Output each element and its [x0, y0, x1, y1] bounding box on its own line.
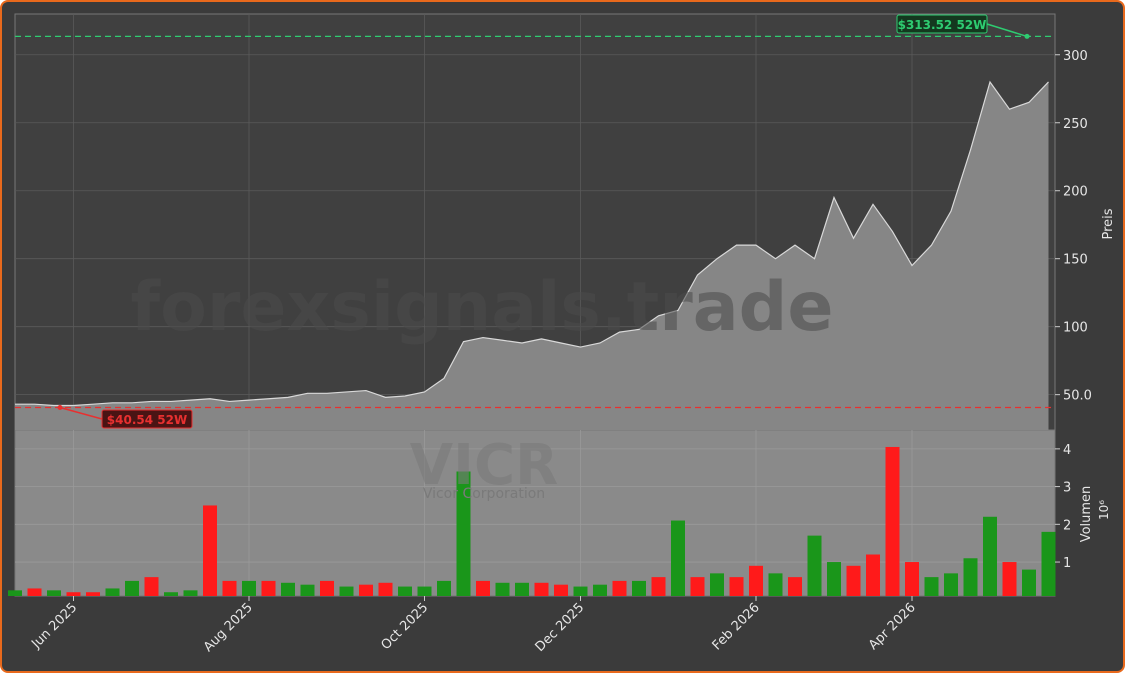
low-arrow-head	[57, 405, 63, 411]
volume-bar	[47, 590, 61, 596]
volume-bar	[1041, 531, 1056, 596]
volume-panel	[14, 429, 1056, 597]
plot: $313.52 52W $40.54 52W	[8, 14, 1056, 596]
volume-bar	[398, 586, 412, 596]
price-line	[15, 80, 1049, 407]
y-tick-label: 150	[1063, 253, 1088, 268]
volume-bar	[963, 558, 978, 596]
volume-bar	[320, 580, 334, 596]
volume-bar	[905, 562, 919, 596]
volume-bar	[554, 584, 568, 596]
price-area	[15, 81, 1049, 431]
volume-bar	[846, 565, 861, 596]
company-watermark: Vicor Corporation	[423, 486, 545, 502]
volume-bar	[924, 577, 939, 596]
volume-bar	[125, 580, 139, 596]
volume-bar	[612, 580, 627, 596]
volume-bar	[261, 580, 276, 596]
volume-bar	[1002, 562, 1017, 596]
volume-bar	[573, 586, 588, 596]
high-arrow-head	[1024, 33, 1030, 39]
volume-bar	[690, 577, 705, 596]
y-tick-label: 250	[1063, 117, 1088, 132]
volume-bar	[183, 590, 198, 596]
volume-bar	[593, 584, 607, 596]
volume-bar	[729, 577, 744, 596]
x-tick-label: Dec 2025	[533, 600, 588, 655]
volume-bar	[339, 586, 354, 596]
volume-bar	[417, 586, 432, 596]
volume-bar	[144, 577, 159, 596]
x-tick-label: Oct 2025	[379, 600, 432, 653]
volume-bar	[66, 592, 81, 596]
ticker-watermark: VICR	[410, 433, 558, 498]
watermark: forexsignals.trade	[131, 268, 834, 347]
volume-bar	[768, 573, 783, 596]
volume-bar	[651, 577, 666, 596]
volume-bar	[515, 582, 529, 596]
volume-bar	[281, 582, 295, 596]
volume-bar	[86, 592, 100, 596]
y-tick-label: 200	[1063, 185, 1088, 200]
y-tick-label: 300	[1063, 49, 1088, 64]
volume-bar	[632, 580, 646, 596]
x-tick-label: Jun 2025	[28, 600, 80, 652]
volume-bar	[788, 577, 802, 596]
x-tick-label: Apr 2026	[866, 600, 919, 653]
y-axis-label: Preis	[1101, 208, 1116, 239]
volume-offset: 10⁶	[1097, 500, 1111, 520]
volume-bar	[8, 590, 22, 596]
volume-bar	[242, 580, 256, 596]
volume-bar	[885, 446, 900, 596]
volume-bar	[164, 592, 178, 596]
volume-axis-label: Volumen	[1079, 486, 1094, 543]
volume-bar	[456, 471, 471, 596]
volume-bar	[203, 505, 217, 596]
volume-bar	[495, 582, 510, 596]
volume-bar	[749, 565, 763, 596]
volume-bar	[1022, 569, 1036, 596]
volume-tick-label: 3	[1063, 481, 1071, 496]
volume-bar	[222, 580, 237, 596]
volume-tick-label: 2	[1063, 518, 1071, 533]
volume-bar	[27, 588, 42, 596]
volume-bar	[983, 516, 997, 596]
x-tick-label: Feb 2026	[710, 600, 763, 653]
x-tick-label: Aug 2025	[201, 600, 256, 655]
volume-bar	[807, 535, 822, 596]
volume-bar	[866, 554, 880, 596]
volume-bar	[710, 573, 724, 596]
high-label: $313.52 52W	[898, 18, 987, 32]
volume-bar	[671, 520, 685, 596]
high-arrow	[986, 23, 1028, 38]
volume-tick-label: 4	[1063, 443, 1071, 458]
volume-bar	[827, 562, 841, 596]
volume-bar	[534, 582, 549, 596]
volume-bar	[105, 588, 120, 596]
volume-tick-label: 1	[1063, 556, 1071, 571]
y-tick-label: 100	[1063, 321, 1088, 336]
volume-bar	[378, 582, 393, 596]
low-arrow	[59, 406, 103, 420]
volume-bar	[476, 580, 490, 596]
volume-bar	[437, 580, 451, 596]
volume-bar	[944, 573, 958, 596]
volume-bar	[300, 584, 315, 596]
y-tick-label: 50.0	[1063, 389, 1092, 404]
volume-bar	[359, 584, 373, 596]
low-label: $40.54 52W	[107, 413, 187, 427]
grid	[15, 14, 1055, 596]
